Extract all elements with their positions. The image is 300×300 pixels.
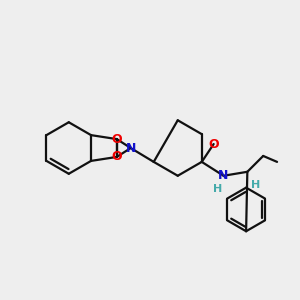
Text: N: N bbox=[125, 142, 136, 154]
Text: O: O bbox=[208, 138, 219, 151]
Text: O: O bbox=[112, 133, 122, 146]
Text: H: H bbox=[250, 180, 260, 190]
Text: O: O bbox=[112, 150, 122, 164]
Text: N: N bbox=[218, 169, 229, 182]
Text: H: H bbox=[213, 184, 222, 194]
